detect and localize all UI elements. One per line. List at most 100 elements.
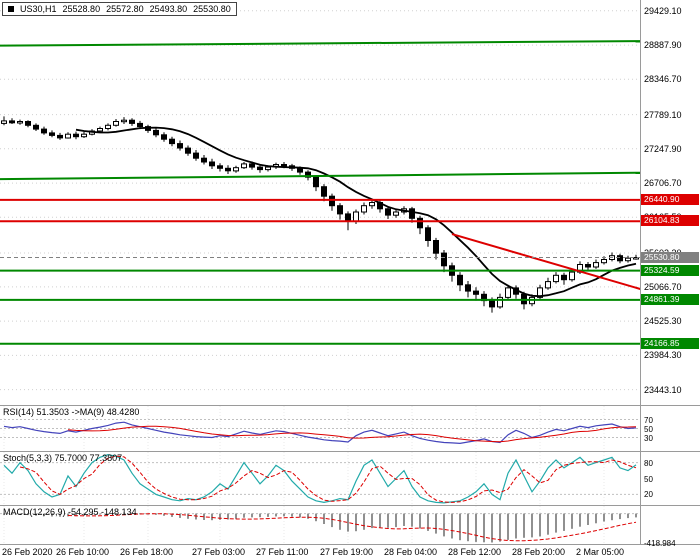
bear-candle xyxy=(193,152,199,159)
macd-histogram-bar xyxy=(587,513,589,525)
bear-candle xyxy=(49,132,55,136)
bull-candle xyxy=(1,120,7,124)
bull-candle xyxy=(353,211,359,222)
macd-histogram-bar xyxy=(499,513,501,542)
rsi-signal-line xyxy=(67,425,637,443)
bear-candle xyxy=(57,134,63,139)
panel-separator[interactable] xyxy=(0,405,700,406)
bull-candle xyxy=(65,133,71,139)
time-axis-label: 28 Feb 20:00 xyxy=(512,547,566,557)
macd-histogram-bar xyxy=(131,512,133,514)
macd-histogram-bar xyxy=(355,513,357,532)
macd-histogram-bar xyxy=(443,513,445,537)
panel-separator[interactable] xyxy=(0,451,700,452)
bear-candle xyxy=(329,195,335,207)
macd-histogram-bar xyxy=(611,513,613,521)
bear-candle xyxy=(425,227,431,242)
bear-candle xyxy=(225,167,231,172)
price-axis[interactable]: 29429.10 28887.90 28346.70 27789.10 27247.90… xyxy=(641,0,700,548)
macd-histogram-bar xyxy=(379,513,381,528)
bull-candle xyxy=(361,205,367,213)
price-level-badge: 26104.83 xyxy=(641,215,699,227)
price-level-badge: 24166.85 xyxy=(641,337,699,349)
macd-histogram-bar xyxy=(547,513,549,535)
time-axis-label: 26 Feb 2020 xyxy=(2,547,53,557)
bear-candle xyxy=(185,147,191,154)
bear-candle xyxy=(489,300,495,308)
rsi-canvas[interactable] xyxy=(0,406,640,451)
macd-histogram-bar xyxy=(27,513,29,516)
bear-candle xyxy=(9,120,15,124)
time-axis[interactable]: 26 Feb 2020 26 Feb 10:00 26 Feb 18:00 27 Fe… xyxy=(0,546,700,560)
rsi-tick-label: 70 xyxy=(644,415,653,425)
macd-histogram-bar xyxy=(627,513,629,519)
bear-candle xyxy=(305,171,311,178)
macd-histogram-bar xyxy=(179,513,181,518)
macd-label: MACD(12,26,9) -54.295 -148.134 xyxy=(3,507,137,517)
bull-candle xyxy=(569,271,575,281)
panel-separator[interactable] xyxy=(0,544,700,545)
time-axis-label: 2 Mar 05:00 xyxy=(576,547,625,557)
bear-candle xyxy=(465,284,471,292)
macd-histogram-bar xyxy=(267,513,269,517)
macd-histogram-bar xyxy=(75,513,77,517)
macd-panel[interactable]: MACD(12,26,9) -54.295 -148.134 xyxy=(0,506,640,544)
stochastic-canvas[interactable] xyxy=(0,452,640,505)
macd-histogram-bar xyxy=(619,513,621,520)
macd-histogram-bar xyxy=(107,513,109,515)
macd-signal-line xyxy=(67,513,637,542)
macd-histogram-bar xyxy=(67,513,69,517)
macd-histogram-bar xyxy=(83,513,85,516)
bull-candle xyxy=(241,163,247,169)
macd-histogram-bar xyxy=(339,513,341,530)
rsi-tick-label: 50 xyxy=(644,424,653,434)
trend-line xyxy=(451,233,640,290)
bull-candle xyxy=(497,296,503,308)
bull-candle xyxy=(121,119,127,123)
price-tick-label: 23984.30 xyxy=(644,350,682,361)
close-value: 25530.80 xyxy=(193,4,231,14)
macd-histogram-bar xyxy=(19,513,21,515)
price-tick-label: 27247.90 xyxy=(644,143,682,154)
bull-candle xyxy=(233,167,239,172)
bear-candle xyxy=(169,138,175,145)
symbol-period-label: US30,H1 xyxy=(20,4,57,14)
macd-histogram-bar xyxy=(291,513,293,517)
macd-histogram-bar xyxy=(155,513,157,515)
bear-candle xyxy=(73,133,79,138)
macd-histogram-bar xyxy=(91,513,93,515)
macd-histogram-bar xyxy=(307,513,309,519)
price-chart-canvas[interactable] xyxy=(0,0,640,405)
macd-histogram-bar xyxy=(563,513,565,531)
macd-histogram-bar xyxy=(603,513,605,522)
macd-histogram-bar xyxy=(571,513,573,529)
macd-histogram-bar xyxy=(387,513,389,528)
macd-histogram-bar xyxy=(219,513,221,520)
macd-histogram-bar xyxy=(419,513,421,529)
macd-histogram-bar xyxy=(243,513,245,518)
bear-candle xyxy=(257,166,263,171)
time-axis-label: 27 Feb 11:00 xyxy=(256,547,309,557)
bull-candle xyxy=(505,287,511,298)
bull-candle xyxy=(97,128,103,132)
macd-histogram-bar xyxy=(203,513,205,520)
bear-candle xyxy=(41,128,47,134)
macd-histogram-bar xyxy=(235,513,237,519)
macd-histogram-bar xyxy=(411,513,413,527)
panel-separator[interactable] xyxy=(0,505,700,506)
price-tick-label: 23443.10 xyxy=(644,384,682,395)
macd-histogram-bar xyxy=(507,513,509,540)
symbol-info-box: US30,H1 25528.80 25572.80 25493.80 25530… xyxy=(2,2,237,16)
rsi-panel[interactable]: RSI(14) 51.3503 ->MA(9) 48.4280 xyxy=(0,406,640,451)
bear-candle xyxy=(153,129,159,136)
bear-candle xyxy=(321,186,327,197)
price-level-badge: 26440.90 xyxy=(641,193,699,205)
macd-histogram-bar xyxy=(475,513,477,542)
price-tick-label: 27789.10 xyxy=(644,109,682,120)
macd-canvas[interactable] xyxy=(0,506,640,544)
bear-candle xyxy=(385,208,391,216)
price-chart-panel[interactable]: US30,H1 25528.80 25572.80 25493.80 25530… xyxy=(0,0,640,405)
bull-candle xyxy=(545,281,551,289)
bear-candle xyxy=(297,167,303,173)
stochastic-panel[interactable]: Stoch(5,3,3) 75.7000 77.3807 xyxy=(0,452,640,505)
